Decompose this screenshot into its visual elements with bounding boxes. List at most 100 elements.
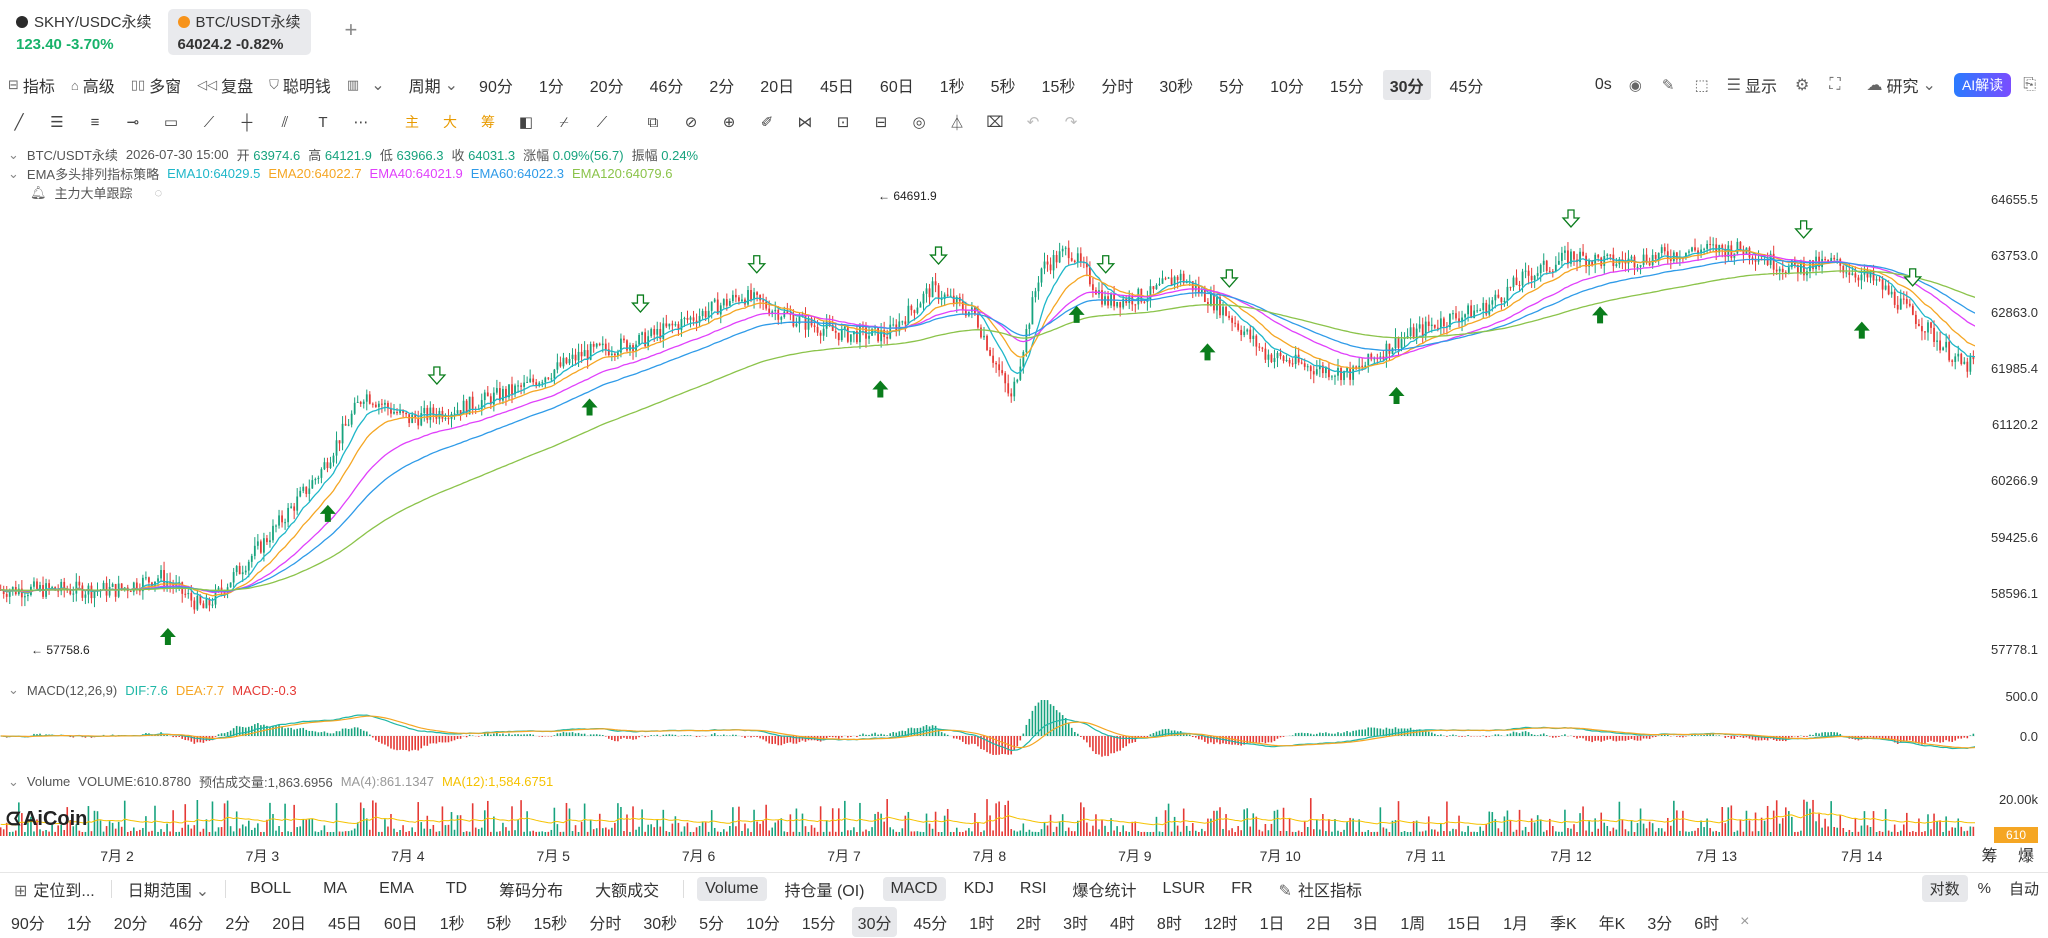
axis-mode-button[interactable]: 对数: [1921, 875, 1968, 902]
bottom-interval[interactable]: 1秒: [439, 916, 465, 933]
indicator-quick-11[interactable]: 大: [443, 114, 457, 130]
sub-indicator[interactable]: FR: [1223, 877, 1260, 901]
more-icon[interactable]: ⋯: [353, 114, 369, 131]
bottom-interval[interactable]: 45日: [328, 916, 362, 933]
sell-arrow-icon[interactable]: [1561, 209, 1581, 228]
buy-arrow-icon[interactable]: [319, 504, 336, 522]
eye-icon[interactable]: ◎: [912, 114, 926, 131]
plus-icon[interactable]: +: [344, 17, 358, 42]
interval-option[interactable]: 60日: [879, 79, 914, 96]
tool-replay[interactable]: ◁◁ 复盘: [189, 73, 261, 97]
sub-indicator[interactable]: Volume: [697, 876, 767, 901]
tool-multi-window[interactable]: ▯▯ 多窗: [123, 73, 189, 97]
interval-option[interactable]: 分时: [1101, 79, 1134, 96]
bottom-interval[interactable]: 30秒: [643, 916, 678, 933]
bottom-interval[interactable]: 2时: [1016, 916, 1042, 933]
interval-option[interactable]: 1分: [538, 79, 564, 96]
bottom-interval[interactable]: 1周: [1400, 916, 1426, 933]
filter-icon[interactable]: ⏃: [949, 114, 965, 132]
buy-arrow-icon[interactable]: [1388, 387, 1405, 405]
tool-advanced[interactable]: ⌂ 高级: [63, 73, 123, 97]
sell-arrow-icon[interactable]: [1219, 269, 1239, 288]
sub-indicator[interactable]: KDJ: [956, 877, 1002, 901]
bottom-interval[interactable]: 3日: [1353, 916, 1379, 933]
sell-arrow-icon[interactable]: [427, 366, 447, 385]
chou-bao-label[interactable]: 筹 爆: [1981, 848, 2042, 865]
main-indicator[interactable]: 筹码分布: [499, 882, 564, 900]
date-range-dropdown[interactable]: 日期范围 ⌄: [120, 874, 217, 904]
indicator-quick-12[interactable]: 筹: [481, 114, 495, 130]
buy-arrow-icon[interactable]: [1592, 306, 1609, 324]
fullscreen-icon[interactable]: ⛶: [1829, 76, 1841, 93]
bottom-interval[interactable]: 90分: [11, 916, 45, 933]
interval-option[interactable]: 1秒: [939, 79, 965, 96]
hide-eye-icon[interactable]: ◌: [154, 185, 163, 200]
collapse-icon[interactable]: ⌄: [8, 146, 19, 162]
bottom-interval[interactable]: 1月: [1503, 916, 1528, 933]
main-indicator[interactable]: MA: [323, 879, 348, 897]
more-icon[interactable]: ⎘: [2023, 76, 2036, 93]
indicator-quick-10[interactable]: 主: [405, 114, 419, 130]
bottom-interval[interactable]: 30分: [851, 907, 898, 937]
bottom-interval[interactable]: 20日: [272, 916, 307, 933]
brush-icon[interactable]: ⟋: [596, 113, 608, 131]
parallel-tool-icon[interactable]: ⫽: [281, 113, 289, 131]
bottom-interval[interactable]: 15秒: [533, 916, 568, 933]
buy-arrow-icon[interactable]: [1199, 343, 1216, 361]
bottom-interval[interactable]: 15日: [1447, 916, 1482, 933]
bottom-interval[interactable]: 15分: [801, 916, 836, 933]
interval-option[interactable]: 20日: [760, 79, 795, 96]
bottom-interval[interactable]: 10分: [746, 916, 780, 933]
interval-option[interactable]: 5秒: [990, 79, 1016, 96]
collapse-icon[interactable]: ⌄: [8, 682, 19, 697]
bottom-interval[interactable]: 分时: [589, 916, 622, 933]
interval-option[interactable]: 20分: [589, 79, 624, 96]
buy-arrow-icon[interactable]: [159, 628, 176, 646]
price-chart[interactable]: [0, 140, 1975, 680]
main-indicator[interactable]: EMA: [379, 879, 414, 897]
pattern-icon[interactable]: ◧: [518, 114, 534, 131]
interval-option[interactable]: 46分: [649, 79, 684, 96]
tool-smart-money[interactable]: ⛉ 聪明钱: [261, 73, 339, 97]
ray-tool-icon[interactable]: ⊸: [126, 114, 140, 131]
sell-arrow-icon[interactable]: [1903, 268, 1923, 287]
ai-analysis-button[interactable]: AI解读: [1953, 73, 2012, 97]
main-indicator[interactable]: BOLL: [250, 879, 292, 897]
zoom-icon[interactable]: ⊕: [722, 114, 736, 131]
bottom-interval[interactable]: 6时: [1694, 916, 1720, 933]
sell-arrow-icon[interactable]: [929, 246, 948, 266]
axis-mode-button[interactable]: 自动: [2008, 881, 2039, 898]
bottom-interval[interactable]: 年K: [1598, 916, 1626, 933]
buy-arrow-icon[interactable]: [872, 380, 889, 398]
share-icon[interactable]: ⬚: [1694, 77, 1709, 94]
save-icon[interactable]: ⊟: [874, 114, 888, 131]
bottom-interval[interactable]: 1日: [1259, 916, 1285, 933]
bottom-interval[interactable]: 12时: [1203, 916, 1238, 933]
close-icon[interactable]: ×: [1740, 913, 1750, 930]
text-tool-icon[interactable]: T: [318, 113, 328, 131]
volume-chart[interactable]: [0, 790, 1975, 838]
tool-indicator[interactable]: ⊟ 指标: [0, 73, 63, 97]
bottom-interval[interactable]: 45分: [913, 916, 948, 933]
main-indicator[interactable]: 大额成交: [595, 882, 660, 900]
interval-option[interactable]: 30秒: [1159, 79, 1194, 96]
ruler-icon[interactable]: ⊘: [684, 114, 698, 131]
bottom-interval[interactable]: 1分: [66, 916, 92, 933]
buy-arrow-icon[interactable]: [1068, 305, 1085, 323]
bottom-interval[interactable]: 46分: [169, 916, 204, 933]
bottom-interval[interactable]: 60日: [383, 916, 418, 933]
sub-indicator[interactable]: LSUR: [1155, 877, 1214, 901]
sub-indicator[interactable]: 爆仓统计: [1065, 874, 1145, 904]
display-button[interactable]: ☰ 显示: [1719, 73, 1785, 97]
tool-candle-type[interactable]: ▥: [339, 77, 371, 93]
bottom-interval[interactable]: 3时: [1063, 916, 1089, 933]
buy-arrow-icon[interactable]: [1853, 321, 1870, 339]
interval-option[interactable]: 90分: [479, 79, 513, 96]
sub-indicator[interactable]: RSI: [1012, 877, 1055, 901]
highlight-icon[interactable]: ✐: [760, 114, 774, 131]
redo-icon[interactable]: ↷: [1064, 114, 1078, 131]
symbol-tab[interactable]: SKHY/USDC永续 123.40 -3.70%: [6, 9, 162, 55]
bottom-interval[interactable]: 5秒: [486, 916, 512, 933]
interval-option[interactable]: 2分: [709, 79, 735, 96]
sell-arrow-icon[interactable]: [747, 255, 767, 274]
